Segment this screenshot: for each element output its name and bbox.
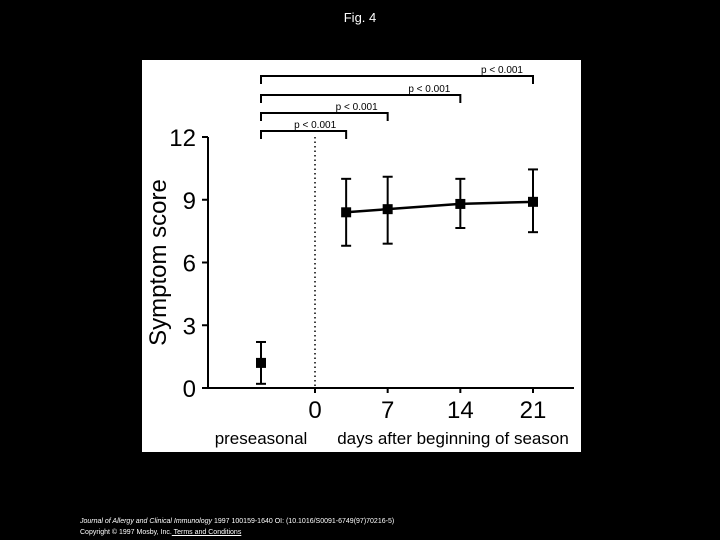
copyright-text: Copyright © 1997 Mosby, Inc. xyxy=(80,529,172,536)
significance-label: p < 0.001 xyxy=(481,65,523,76)
y-tick-label: 12 xyxy=(169,125,196,152)
y-tick-label: 3 xyxy=(183,313,196,340)
x-tick-label: 0 xyxy=(308,397,321,424)
figure-panel: 0 3 6 9 12 Symptom score 0 7 14 21 preseasonal days… xyxy=(142,60,581,452)
caption: Journal of Allergy and Clinical Immunolo… xyxy=(80,516,394,538)
significance-bracket xyxy=(260,130,348,139)
symptom-score-chart: 0 3 6 9 12 Symptom score 0 7 14 21 preseasonal days… xyxy=(145,65,574,448)
y-axis-title: Symptom score xyxy=(145,179,172,346)
x-axis-title: days after beginning of season xyxy=(337,429,569,448)
data-point-marker xyxy=(528,196,538,207)
figure-title: Fig. 4 xyxy=(343,10,377,25)
x-tick-label: 14 xyxy=(447,397,474,424)
data-point-marker xyxy=(455,198,466,209)
significance-bracket xyxy=(260,112,389,121)
series-line xyxy=(346,200,534,214)
significance-label: p < 0.001 xyxy=(408,84,450,95)
x-tick-label: 7 xyxy=(381,397,394,424)
x-tick-label: 21 xyxy=(520,397,547,424)
data-point-marker xyxy=(382,204,393,215)
data-point-marker xyxy=(256,357,266,368)
citation-line: Journal of Allergy and Clinical Immunolo… xyxy=(80,516,394,527)
significance-bracket xyxy=(260,75,534,84)
copyright-line: Copyright © 1997 Mosby, Inc. Terms and C… xyxy=(80,527,394,538)
significance-label: p < 0.001 xyxy=(294,120,336,131)
journal-name: Journal of Allergy and Clinical Immunolo… xyxy=(80,518,213,525)
preseasonal-label: preseasonal xyxy=(215,429,308,448)
significance-label: p < 0.001 xyxy=(336,102,378,113)
data-point-marker xyxy=(341,207,352,218)
y-tick-label: 9 xyxy=(183,188,196,215)
citation-text: 1997 100159-1640 OI: (10.1016/S0091-6749… xyxy=(212,518,395,525)
terms-and-conditions-link[interactable]: Terms and Conditions xyxy=(171,529,242,536)
significance-bracket xyxy=(260,94,462,103)
y-tick-label: 6 xyxy=(183,251,196,278)
y-tick-label: 0 xyxy=(183,376,196,403)
